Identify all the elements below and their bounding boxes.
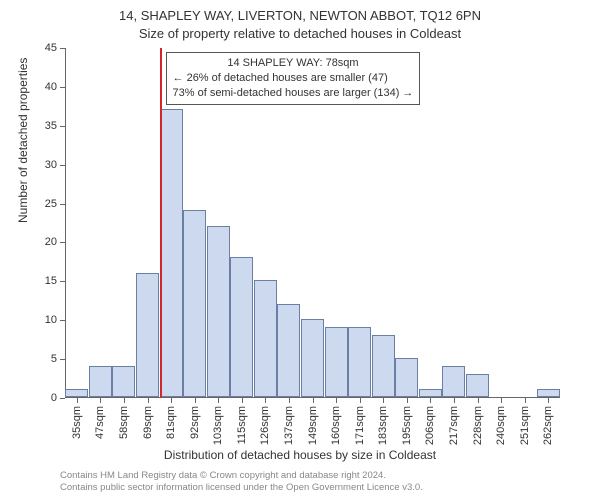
x-tick-label: 206sqm	[424, 406, 436, 445]
histogram-bar	[301, 319, 324, 397]
x-tick	[525, 398, 526, 403]
histogram-bar	[112, 366, 135, 397]
title-main: 14, SHAPLEY WAY, LIVERTON, NEWTON ABBOT,…	[0, 8, 600, 23]
histogram-bar	[442, 366, 465, 397]
y-tick-label: 10	[0, 314, 57, 326]
x-tick	[148, 398, 149, 403]
histogram-bar	[254, 280, 277, 397]
y-tick-label: 5	[0, 353, 57, 365]
x-tick	[242, 398, 243, 403]
y-tick-label: 20	[0, 236, 57, 248]
info-box-line: ← 26% of detached houses are smaller (47…	[173, 71, 414, 86]
y-tick	[60, 320, 65, 321]
x-tick-label: 160sqm	[330, 406, 342, 445]
histogram-bar	[65, 389, 88, 397]
y-tick	[60, 48, 65, 49]
histogram-bar	[160, 109, 183, 397]
histogram-bar	[277, 304, 300, 397]
info-box-line: 14 SHAPLEY WAY: 78sqm	[173, 56, 414, 71]
histogram-bar	[183, 210, 206, 397]
x-tick	[336, 398, 337, 403]
histogram-bar	[466, 374, 489, 397]
x-tick-label: 251sqm	[519, 406, 531, 445]
x-tick	[548, 398, 549, 403]
x-tick-label: 115sqm	[236, 406, 248, 444]
x-tick-label: 137sqm	[283, 406, 295, 445]
histogram-bar	[207, 226, 230, 397]
y-tick-label: 35	[0, 120, 57, 132]
y-tick	[60, 281, 65, 282]
y-tick-label: 0	[0, 392, 57, 404]
x-tick	[195, 398, 196, 403]
x-tick-label: 69sqm	[142, 406, 154, 439]
x-tick	[313, 398, 314, 403]
y-tick-label: 15	[0, 275, 57, 287]
plot-inner: 14 SHAPLEY WAY: 78sqm← 26% of detached h…	[65, 48, 560, 398]
x-tick-label: 47sqm	[94, 406, 106, 439]
x-tick	[124, 398, 125, 403]
x-tick	[77, 398, 78, 403]
x-tick	[454, 398, 455, 403]
y-tick	[60, 359, 65, 360]
y-tick	[60, 126, 65, 127]
x-axis-label: Distribution of detached houses by size …	[0, 448, 600, 462]
x-tick	[265, 398, 266, 403]
histogram-bar	[136, 273, 159, 397]
plot-area: 14 SHAPLEY WAY: 78sqm← 26% of detached h…	[65, 48, 560, 398]
footer-line-1: Contains HM Land Registry data © Crown c…	[60, 470, 423, 482]
histogram-bar	[372, 335, 395, 397]
x-tick	[501, 398, 502, 403]
histogram-bar	[230, 257, 253, 397]
x-tick	[430, 398, 431, 403]
x-tick-label: 92sqm	[189, 406, 201, 439]
info-box-line: 73% of semi-detached houses are larger (…	[173, 86, 414, 101]
x-tick-label: 183sqm	[377, 406, 389, 445]
y-tick-label: 40	[0, 81, 57, 93]
histogram-bar	[395, 358, 418, 397]
y-tick-label: 30	[0, 159, 57, 171]
x-tick-label: 58sqm	[118, 406, 130, 439]
x-tick-label: 262sqm	[542, 406, 554, 445]
x-tick	[407, 398, 408, 403]
y-tick-label: 45	[0, 42, 57, 54]
x-tick-label: 35sqm	[71, 406, 83, 439]
x-tick	[383, 398, 384, 403]
y-tick	[60, 242, 65, 243]
x-tick	[100, 398, 101, 403]
histogram-bar	[348, 327, 371, 397]
property-info-box: 14 SHAPLEY WAY: 78sqm← 26% of detached h…	[166, 52, 421, 105]
histogram-bar	[419, 389, 442, 397]
x-tick-label: 195sqm	[401, 406, 413, 445]
y-tick	[60, 398, 65, 399]
histogram-bar	[537, 389, 560, 397]
footer-line-2: Contains public sector information licen…	[60, 482, 423, 494]
chart-container: 14, SHAPLEY WAY, LIVERTON, NEWTON ABBOT,…	[0, 0, 600, 500]
x-tick	[218, 398, 219, 403]
x-tick-label: 81sqm	[165, 406, 177, 439]
x-tick-label: 240sqm	[495, 406, 507, 445]
x-tick	[171, 398, 172, 403]
histogram-bar	[325, 327, 348, 397]
x-tick	[289, 398, 290, 403]
x-tick-label: 103sqm	[212, 406, 224, 445]
x-tick-label: 126sqm	[259, 406, 271, 445]
histogram-bar	[89, 366, 112, 397]
y-tick-label: 25	[0, 198, 57, 210]
x-tick	[360, 398, 361, 403]
x-tick-label: 217sqm	[448, 406, 460, 445]
x-tick	[478, 398, 479, 403]
footer-attribution: Contains HM Land Registry data © Crown c…	[60, 470, 423, 494]
x-tick-label: 228sqm	[472, 406, 484, 445]
y-tick	[60, 87, 65, 88]
title-sub: Size of property relative to detached ho…	[0, 26, 600, 41]
y-tick	[60, 165, 65, 166]
x-tick-label: 149sqm	[307, 406, 319, 445]
property-marker-line	[160, 48, 162, 398]
x-tick-label: 171sqm	[354, 406, 366, 445]
y-tick	[60, 204, 65, 205]
